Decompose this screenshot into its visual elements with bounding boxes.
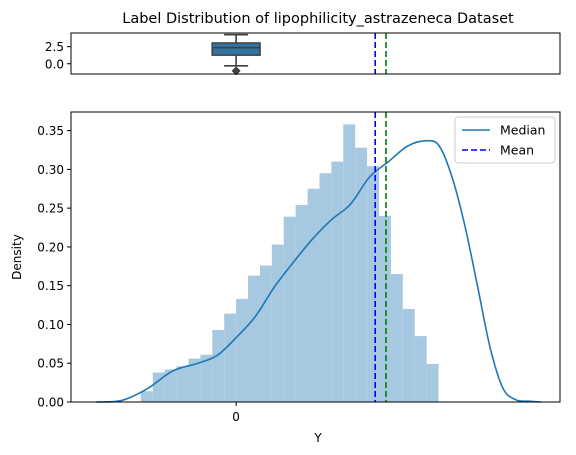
- histogram-y-ticks: 0.00 0.05 0.10 0.15 0.20 0.25 0.30 0.35: [37, 124, 71, 410]
- histogram-bar: [212, 329, 225, 402]
- histogram-x-ticks: 0: [232, 402, 240, 424]
- boxplot-y-ticks: 0.02.5: [45, 40, 71, 71]
- histogram-bar: [414, 336, 427, 402]
- legend-box: [454, 116, 556, 164]
- histogram-bar: [248, 275, 260, 402]
- histogram-bar: [379, 215, 391, 402]
- histogram-bar: [271, 244, 284, 402]
- histogram-bar: [283, 216, 296, 402]
- y-tick-label: 0.15: [37, 279, 64, 293]
- histogram-bar: [319, 173, 332, 402]
- histogram-bar: [295, 205, 308, 402]
- y-tick-label: 0.20: [37, 240, 64, 254]
- y-tick-label: 0.35: [37, 124, 64, 138]
- boxplot-outlier: [231, 66, 241, 76]
- y-tick-label: 0.30: [37, 163, 64, 177]
- boxplot-axes: Label Distribution of lipophilicity_astr…: [45, 11, 561, 76]
- boxplot: [211, 33, 261, 76]
- histogram-bar: [367, 166, 380, 402]
- histogram-bar: [236, 298, 249, 402]
- histogram-bar: [140, 391, 153, 402]
- y-tick-label: 0.05: [37, 357, 64, 371]
- histogram-bars: [140, 124, 439, 402]
- histogram-bar: [402, 308, 415, 402]
- y-tick-label: 0.25: [37, 202, 64, 216]
- histogram-bar: [390, 274, 403, 402]
- histogram-bar: [307, 188, 320, 402]
- histogram-bar: [426, 364, 439, 402]
- y-axis-label: Density: [10, 234, 24, 280]
- legend: Median Mean: [454, 116, 556, 164]
- histogram-bar: [200, 354, 213, 402]
- boxplot-frame: [70, 32, 561, 75]
- boxplot-box: [211, 42, 261, 56]
- histogram-bar: [259, 265, 272, 402]
- histogram-bar: [224, 313, 237, 402]
- boxplot-y-tick-label: 2.5: [45, 40, 64, 54]
- chart-title: Label Distribution of lipophilicity_astr…: [122, 11, 514, 27]
- legend-mean-label: Mean: [500, 143, 534, 158]
- histogram-bar: [152, 372, 165, 402]
- y-tick-label: 0.10: [37, 318, 64, 332]
- histogram-bar: [164, 369, 177, 402]
- x-tick-label: 0: [232, 410, 240, 424]
- y-tick-label: 0.00: [37, 396, 64, 410]
- histogram-frame: [70, 111, 561, 403]
- x-axis-label: Y: [313, 431, 322, 445]
- histogram-bar: [355, 147, 368, 402]
- histogram-bar: [343, 124, 356, 402]
- legend-median-label: Median: [500, 123, 545, 138]
- kde-line: [96, 139, 541, 403]
- histogram-bar: [331, 161, 344, 402]
- histogram-bar: [176, 366, 189, 402]
- histogram-bar: [188, 358, 201, 402]
- histogram-axes: 0.00 0.05 0.10 0.15 0.20 0.25 0.30 0.35 0 Y Den…: [10, 111, 561, 445]
- boxplot-y-tick-label: 0.0: [45, 57, 64, 71]
